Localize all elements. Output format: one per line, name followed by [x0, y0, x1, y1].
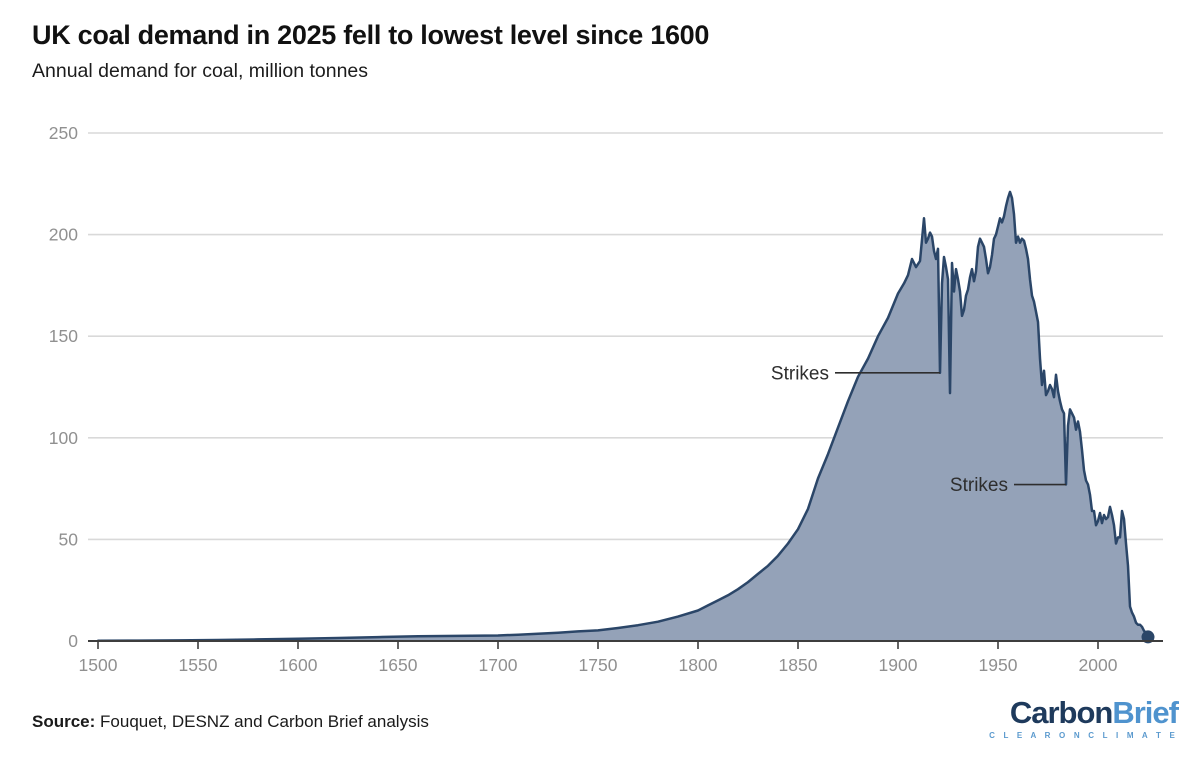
area-series: [96, 190, 1155, 644]
x-tick-label-1800: 1800: [679, 655, 718, 675]
x-tick-label-1850: 1850: [779, 655, 818, 675]
x-tick-label-2000: 2000: [1079, 655, 1118, 675]
x-tick-label-1900: 1900: [879, 655, 918, 675]
carbonbrief-wordmark: CarbonBrief: [989, 695, 1179, 730]
annotation-label-1: Strikes: [950, 475, 1008, 496]
carbonbrief-logo: CarbonBrief C L E A R O N C L I M A T E: [989, 695, 1179, 741]
y-tick-label-200: 200: [49, 225, 78, 245]
x-axis: [88, 640, 1163, 649]
logo-tagline: C L E A R O N C L I M A T E: [989, 731, 1178, 741]
chart-title: UK coal demand in 2025 fell to lowest le…: [32, 20, 710, 50]
x-tick-label-1700: 1700: [479, 655, 518, 675]
logo-part-carbon: Carbon: [1009, 695, 1113, 730]
x-tick-label-1950: 1950: [979, 655, 1018, 675]
source-line: Source: Fouquet, DESNZ and Carbon Brief …: [32, 712, 429, 732]
x-tick-label-1550: 1550: [179, 655, 218, 675]
x-tick-label-1650: 1650: [379, 655, 418, 675]
source-label: Source:: [32, 712, 96, 731]
y-tick-label-0: 0: [68, 631, 78, 651]
x-tick-label-1750: 1750: [579, 655, 618, 675]
coal-demand-area-chart: 0 50 100 150 200 250 1500 1550 1600 1650 1700 1750…: [49, 123, 1163, 675]
y-axis-labels: 0 50 100 150 200 250: [49, 123, 78, 651]
y-tick-label-150: 150: [49, 326, 78, 346]
y-tick-label-250: 250: [49, 123, 78, 143]
logo-part-brief: Brief: [1112, 695, 1179, 730]
chart-subtitle: Annual demand for coal, million tonnes: [32, 60, 369, 82]
annotation-label-0: Strikes: [771, 363, 829, 384]
x-axis-labels: 1500 1550 1600 1650 1700 1750 1800 1850 1900 1950…: [79, 655, 1118, 675]
series-area-fill: [98, 191, 1148, 641]
y-tick-label-100: 100: [49, 428, 78, 448]
series-line: [96, 190, 1150, 643]
x-tick-label-1600: 1600: [279, 655, 318, 675]
source-text: Fouquet, DESNZ and Carbon Brief analysis: [95, 712, 429, 731]
y-tick-label-50: 50: [59, 529, 79, 549]
x-tick-label-1500: 1500: [79, 655, 118, 675]
annotations: Strikes Strikes: [771, 363, 1066, 496]
